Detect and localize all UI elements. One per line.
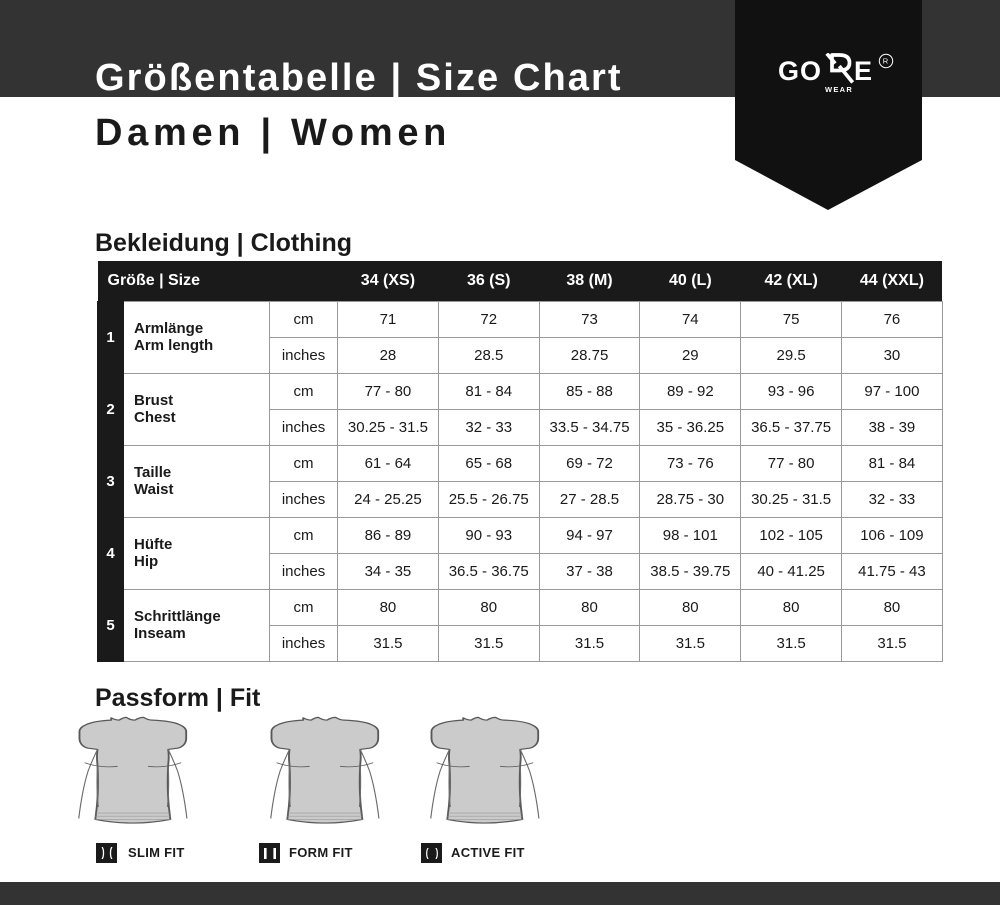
svg-text:WEAR: WEAR: [825, 85, 853, 94]
svg-text:E: E: [854, 56, 872, 86]
svg-text:O: O: [800, 56, 821, 86]
svg-text:R: R: [883, 57, 889, 66]
svg-text:G: G: [778, 56, 799, 86]
